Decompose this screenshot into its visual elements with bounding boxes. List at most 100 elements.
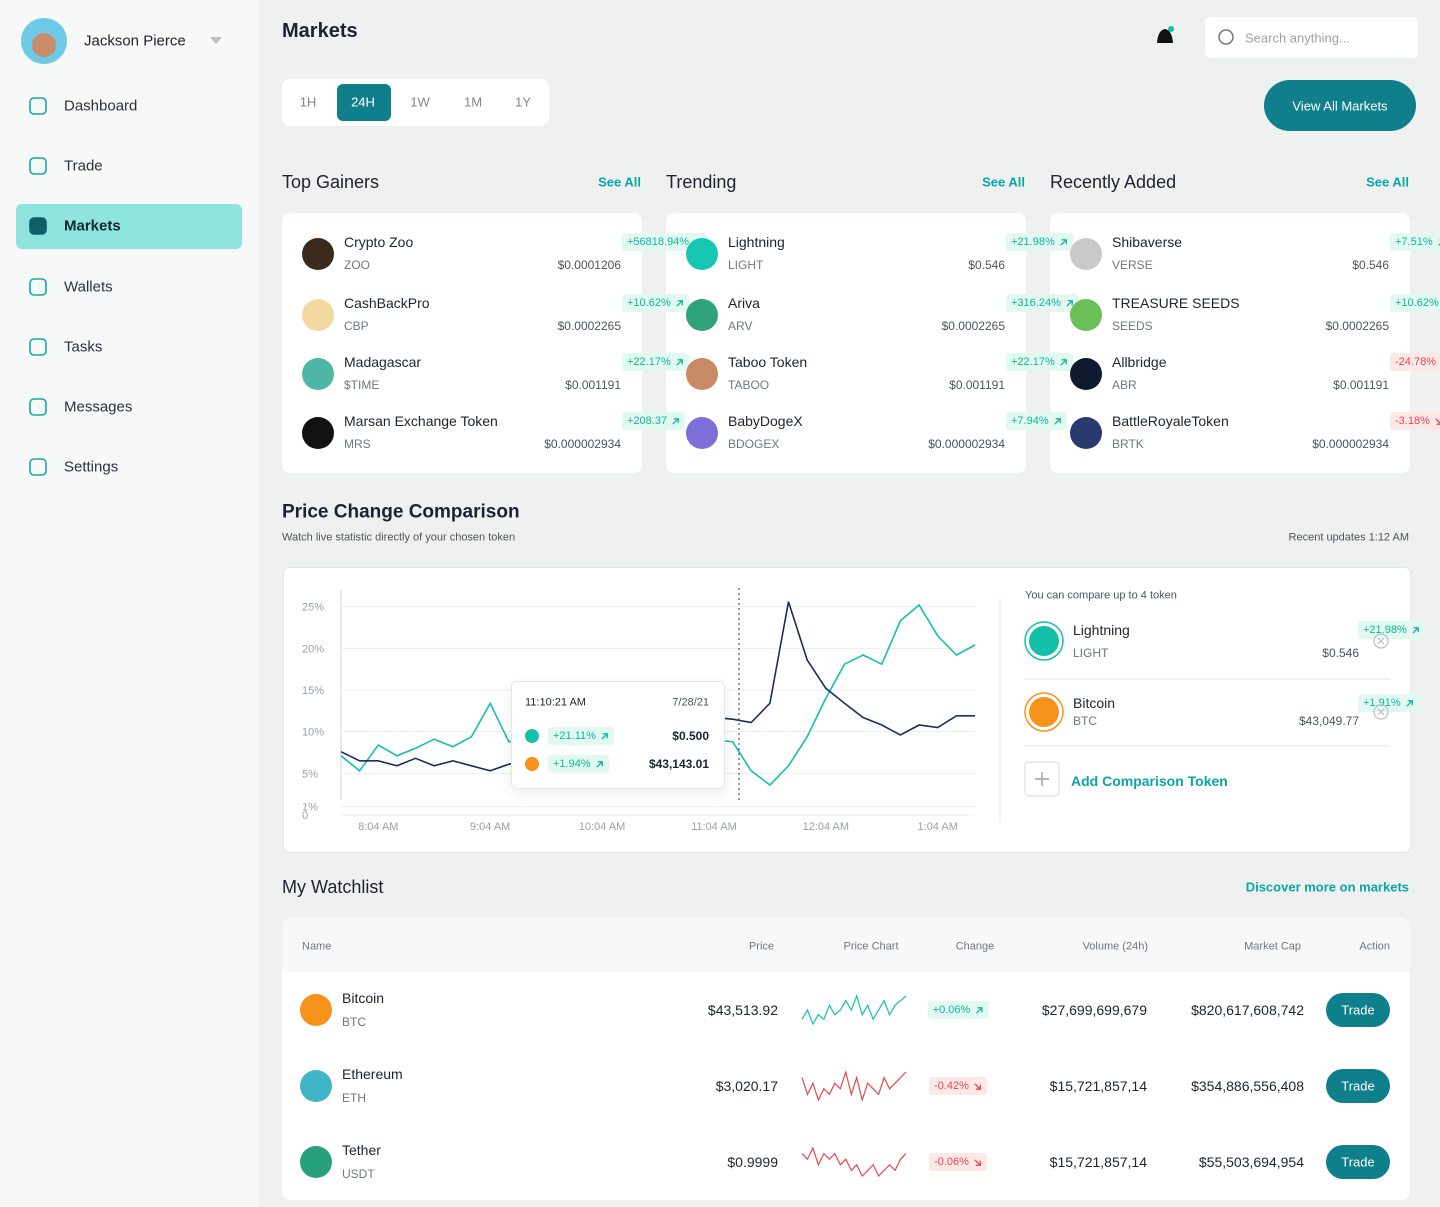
list-card [1050, 213, 1410, 473]
view-all-text[interactable]: View All Markets [1292, 98, 1388, 114]
bell-dot [1168, 26, 1174, 32]
timeframe[interactable]: 24H [351, 94, 375, 110]
arrow-icon [601, 732, 608, 740]
nav-item[interactable]: Wallets [64, 278, 113, 296]
nav-item[interactable]: Tasks [64, 338, 103, 356]
token-symbol: BTC [1073, 714, 1097, 728]
market-cap: $55,503,694,954 [1198, 1154, 1304, 1170]
token-price: $0.000002934 [544, 437, 621, 451]
token-name[interactable]: Madagascar [344, 354, 422, 370]
trade-button[interactable] [1326, 1145, 1390, 1179]
trade-button[interactable] [1326, 993, 1390, 1027]
token-name[interactable]: BattleRoyaleToken [1112, 413, 1229, 429]
change-badge: -0.42% [929, 1077, 987, 1095]
see-all-link[interactable]: See All [598, 174, 641, 190]
token-price: $0.0002265 [557, 319, 621, 333]
nav-item[interactable]: Settings [64, 458, 119, 476]
price: $0.9999 [727, 1154, 778, 1170]
change-badge: +22.17% [622, 353, 689, 371]
token-symbol: SEEDS [1112, 319, 1153, 333]
change-text: +208.37 [627, 415, 668, 427]
tooltip-date: 7/28/21 [672, 696, 709, 709]
token-price: $0.000002934 [928, 437, 1005, 451]
see-all-link[interactable]: See All [1366, 174, 1409, 190]
token-symbol: USDT [342, 1167, 375, 1181]
table-header [282, 918, 1410, 972]
arrow-icon [595, 760, 603, 768]
search-box[interactable] [1205, 17, 1418, 58]
token-symbol: $TIME [344, 378, 380, 392]
change-badge: -0.06% [929, 1153, 987, 1171]
nav-item[interactable]: Markets [64, 217, 121, 235]
token-name[interactable]: Shibaverse [1112, 234, 1183, 250]
arrow-icon [975, 1006, 983, 1014]
token-price: $0.001191 [1333, 378, 1389, 392]
column-header: Price Chart [843, 940, 899, 953]
trade-label[interactable]: Trade [1341, 1154, 1375, 1170]
price: $43,513.92 [707, 1002, 778, 1018]
view-all-button[interactable] [1264, 80, 1416, 131]
token-price: $0.546 [1322, 646, 1359, 660]
change-text: +21.98% [1363, 624, 1407, 636]
trade-label[interactable]: Trade [1341, 1078, 1375, 1094]
change-text: -0.42% [934, 1080, 969, 1092]
volume: $15,721,857,14 [1049, 1154, 1147, 1170]
token-dot [525, 729, 539, 743]
change-badge: +7.94% [1006, 412, 1067, 430]
user-name: Jackson Pierce [84, 32, 186, 50]
token-name[interactable]: Crypto Zoo [344, 234, 414, 250]
section-subtitle: Watch live statistic directly of your ch… [282, 531, 516, 544]
trade-button[interactable] [1326, 1069, 1390, 1103]
change-badge: +21.98% [1358, 621, 1425, 639]
token-price: $0.546 [1352, 258, 1389, 272]
arrow-icon [974, 1158, 981, 1166]
search-placeholder[interactable]: Search anything... [1245, 30, 1350, 46]
bell-icon [1157, 29, 1173, 43]
timeframe[interactable]: 1Y [515, 94, 531, 110]
token-price: $0.001191 [949, 378, 1005, 392]
timeframe-group [282, 79, 549, 126]
token-name[interactable]: BabyDogeX [728, 413, 803, 429]
trade-label[interactable]: Trade [1341, 1002, 1375, 1018]
token-name[interactable]: Lightning [728, 234, 785, 250]
token-name[interactable]: Ariva [728, 295, 760, 311]
timeframe[interactable]: 1M [463, 94, 483, 110]
arrow-icon [676, 358, 683, 366]
nav-active-bg [16, 204, 242, 249]
token-name[interactable]: Allbridge [1112, 354, 1167, 370]
timeframe-active[interactable] [337, 84, 391, 121]
change-text: +56818.94% [627, 236, 690, 248]
arrow-icon [1066, 299, 1073, 307]
column-header: Market Cap [1244, 940, 1301, 953]
add-token-link[interactable]: Add Comparison Token [1071, 773, 1228, 789]
token-name[interactable]: Bitcoin [342, 990, 385, 1006]
watchlist-card [282, 918, 1410, 1200]
timeframe[interactable]: 1W [410, 94, 430, 110]
token-name[interactable]: CashBackPro [344, 295, 430, 311]
token-name[interactable]: Marsan Exchange Token [344, 413, 498, 429]
change-text: +316.24% [1011, 297, 1061, 309]
token-price: $0.001191 [565, 378, 621, 392]
nav-item[interactable]: Trade [64, 157, 103, 175]
change-badge: +208.37 [622, 412, 686, 430]
token-name[interactable]: TREASURE SEEDS [1112, 295, 1240, 311]
timeframe[interactable]: 1H [299, 94, 317, 110]
market-cap: $820,617,608,742 [1191, 1002, 1304, 1018]
market-cap: $354,886,556,408 [1191, 1078, 1304, 1094]
change-text: +7.94% [1011, 415, 1049, 427]
change-text: +1.91% [1363, 697, 1401, 709]
nav-item[interactable]: Messages [64, 398, 133, 416]
token-name[interactable]: Ethereum [342, 1066, 403, 1082]
change-badge: +1.94% [548, 755, 609, 773]
token-name[interactable]: Tether [342, 1142, 381, 1158]
token-symbol: ETH [342, 1091, 366, 1105]
token-name[interactable]: Taboo Token [728, 354, 808, 370]
see-all-link[interactable]: See All [982, 174, 1025, 190]
discover-link[interactable]: Discover more on markets [1245, 879, 1409, 895]
nav-item[interactable]: Dashboard [64, 97, 138, 115]
arrow-icon [974, 1082, 981, 1090]
token-symbol: CBP [344, 319, 369, 333]
token-price: $43,049.77 [1298, 714, 1359, 728]
change-badge: +7.51% [1390, 233, 1440, 251]
